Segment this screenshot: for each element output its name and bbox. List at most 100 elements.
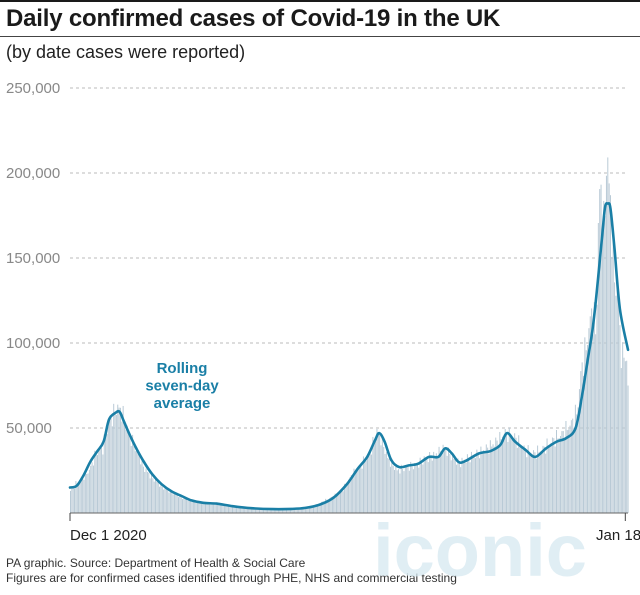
daily-bar xyxy=(209,503,211,513)
daily-bar xyxy=(526,457,528,513)
daily-bar xyxy=(190,500,192,513)
daily-bar xyxy=(557,438,559,513)
daily-bar xyxy=(321,501,323,513)
daily-bar xyxy=(283,508,285,513)
daily-bar xyxy=(543,446,545,513)
daily-bar xyxy=(418,467,420,513)
daily-bar xyxy=(369,450,371,513)
daily-bar xyxy=(511,436,513,513)
svg-text:iconic: iconic xyxy=(373,509,587,588)
daily-bar xyxy=(464,459,466,513)
daily-bar xyxy=(151,472,152,513)
daily-bar xyxy=(238,507,240,513)
daily-bar xyxy=(387,458,389,513)
daily-bar xyxy=(256,508,258,513)
daily-bar xyxy=(460,467,462,513)
daily-bar xyxy=(503,438,505,513)
daily-bar xyxy=(396,470,398,513)
daily-bar xyxy=(327,499,329,513)
daily-bar xyxy=(539,451,541,513)
daily-bar xyxy=(148,472,150,513)
daily-bar xyxy=(541,450,543,513)
daily-bar xyxy=(527,445,529,513)
daily-bar xyxy=(233,506,235,513)
daily-bar xyxy=(245,507,247,513)
daily-bar xyxy=(118,407,120,513)
daily-bar xyxy=(375,440,377,513)
daily-bar xyxy=(82,476,84,513)
daily-bar xyxy=(146,471,148,513)
daily-bar xyxy=(218,504,220,513)
daily-bar xyxy=(514,433,516,513)
daily-bar xyxy=(504,428,506,513)
daily-bar xyxy=(380,445,382,513)
title-rule xyxy=(0,36,640,37)
daily-bar xyxy=(434,455,436,513)
daily-bar xyxy=(529,453,530,513)
daily-bar xyxy=(496,440,498,513)
daily-bar xyxy=(119,407,121,513)
daily-bar xyxy=(280,509,282,513)
daily-bar xyxy=(515,437,517,513)
daily-bar xyxy=(299,508,301,513)
daily-bar xyxy=(105,437,107,513)
daily-bar xyxy=(342,491,344,513)
daily-bar xyxy=(206,504,208,513)
daily-bar xyxy=(264,508,266,513)
daily-bar xyxy=(333,497,335,513)
daily-bar xyxy=(237,507,239,513)
daily-bar xyxy=(345,485,347,513)
daily-bar xyxy=(322,501,324,513)
daily-bar xyxy=(585,350,587,513)
daily-bar xyxy=(307,507,309,513)
daily-bar xyxy=(371,454,373,513)
daily-bar xyxy=(182,499,184,513)
daily-bar xyxy=(72,486,74,513)
daily-bar xyxy=(600,184,602,514)
daily-bar xyxy=(276,509,278,513)
daily-bar xyxy=(111,426,113,513)
daily-bar xyxy=(593,302,595,513)
daily-bar xyxy=(568,429,570,513)
daily-bar xyxy=(408,470,410,513)
daily-bar xyxy=(530,453,532,513)
daily-bar xyxy=(140,464,142,513)
daily-bar xyxy=(554,446,556,513)
daily-bar xyxy=(188,499,190,513)
daily-bar xyxy=(481,452,483,513)
daily-bar xyxy=(411,466,413,513)
daily-bar xyxy=(281,509,283,513)
daily-bar xyxy=(124,421,125,513)
daily-bar xyxy=(86,473,88,513)
daily-bar xyxy=(415,465,417,513)
daily-bar xyxy=(489,440,491,513)
daily-bar xyxy=(614,282,616,513)
daily-bar xyxy=(603,200,605,513)
daily-bar xyxy=(341,490,343,513)
daily-bar xyxy=(616,283,618,513)
daily-bar xyxy=(99,449,101,513)
daily-bar xyxy=(90,465,92,513)
daily-bar xyxy=(502,436,503,513)
daily-bar xyxy=(570,420,572,513)
daily-bar xyxy=(304,508,306,513)
chart-subtitle: (by date cases were reported) xyxy=(6,42,246,62)
daily-bar xyxy=(315,504,317,513)
daily-bar xyxy=(542,445,544,513)
daily-bar xyxy=(70,490,71,513)
daily-bar xyxy=(317,504,319,513)
daily-bar xyxy=(448,447,449,513)
daily-bar xyxy=(240,506,242,513)
rolling-average-line xyxy=(68,201,630,511)
daily-bar xyxy=(210,504,212,513)
daily-bar xyxy=(102,454,104,513)
daily-bar xyxy=(217,503,219,513)
daily-bar xyxy=(175,494,177,513)
daily-bar xyxy=(578,389,580,513)
daily-bar xyxy=(222,505,224,513)
daily-bar xyxy=(198,501,200,513)
daily-bar xyxy=(261,508,263,513)
daily-bar xyxy=(356,472,358,513)
daily-bar xyxy=(128,431,130,513)
daily-bar xyxy=(518,435,520,513)
